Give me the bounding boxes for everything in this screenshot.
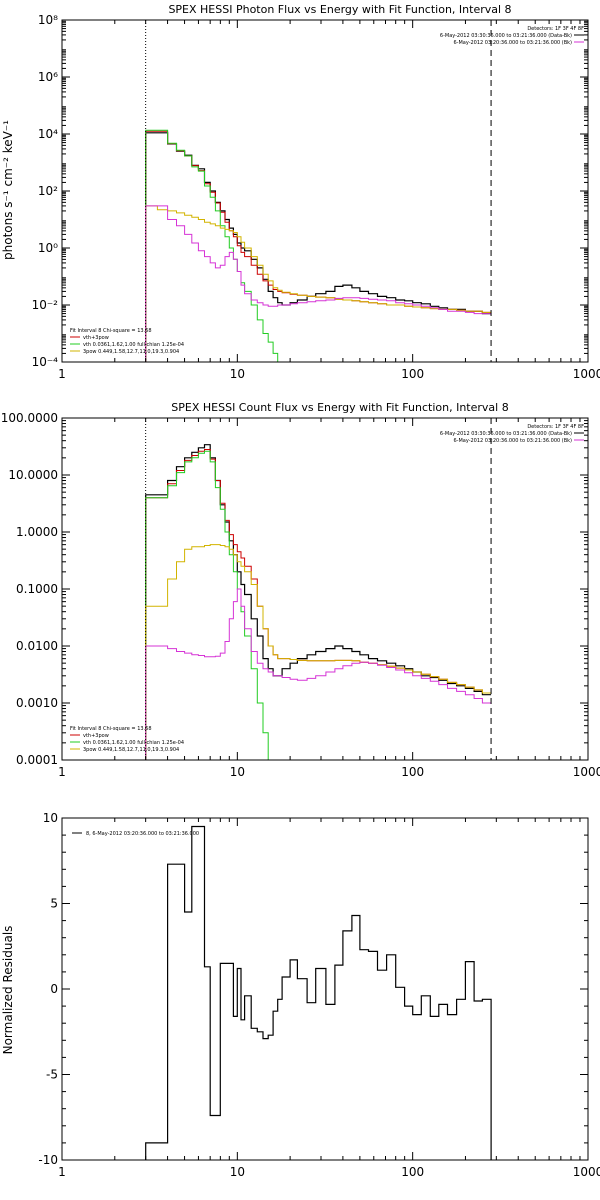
fit-legend-entry-text: vth 0.0361,1.62,1.00 full chian 1.25e-04 <box>83 740 184 746</box>
y-tick-label: 1.0000 <box>16 525 58 539</box>
series-line-3pow <box>145 544 492 760</box>
x-tick-label: 10 <box>230 765 245 779</box>
series-line-vth <box>145 129 283 362</box>
series-group <box>145 444 492 760</box>
residuals-ylabel: Normalized Residuals <box>1 926 15 1055</box>
legend-entry-text: 6-May-2012 03:30:36.000 to 03:21:36.000 … <box>440 33 572 39</box>
series-line-vth-3pow <box>145 130 492 362</box>
fit-legend-header: Fit Interval 8 Chi-square = 13.68 <box>70 328 152 334</box>
plot-frame <box>61 19 589 363</box>
y-tick-label: -5 <box>46 1068 58 1082</box>
series-line-residuals <box>145 825 492 1160</box>
x-tick-label: 100 <box>401 367 424 381</box>
y-tick-label: 10.0000 <box>8 468 58 482</box>
x-tick-label: 100 <box>401 765 424 779</box>
plot-frame <box>61 817 589 1161</box>
y-tick-label: 10⁸ <box>38 13 58 27</box>
y-tick-label: 100.0000 <box>1 411 58 425</box>
series-line-bk <box>145 205 492 362</box>
series-line-bk <box>145 588 492 760</box>
x-tick-label: 1 <box>58 367 66 381</box>
fit-legend-entry-text: 3pow 0.449,1.58,12.7,11.0,19.3,0.904 <box>83 349 179 355</box>
x-tick-label: 10 <box>230 1165 245 1179</box>
photon-flux-title: SPEX HESSI Photon Flux vs Energy with Fi… <box>168 3 511 16</box>
fit-legend-entry-text: 3pow 0.449,1.58,12.7,11.0,19.3,0.904 <box>83 747 179 753</box>
y-tick-label: 0.1000 <box>16 582 58 596</box>
legend-header: Detectors: 1F 3F 4F 8F <box>527 26 584 32</box>
series-group <box>145 129 492 362</box>
photon-flux-panel: SPEX HESSI Photon Flux vs Energy with Fi… <box>1 3 600 381</box>
legend-entry-text: 6-May-2012 03:20:36.000 to 03:21:36.000 … <box>453 438 572 444</box>
x-tick-label: 1 <box>58 1165 66 1179</box>
legend-entry-text: 6-May-2012 03:20:36.000 to 03:21:36.000 … <box>453 40 572 46</box>
x-tick-label: 10 <box>230 367 245 381</box>
y-tick-label: 10 <box>43 811 58 825</box>
plot-frame <box>61 417 589 761</box>
y-tick-label: 0.0001 <box>16 753 58 767</box>
y-tick-label: 0 <box>50 982 58 996</box>
x-tick-label: 1000 <box>573 367 600 381</box>
fit-legend-header: Fit Interval 8 Chi-square = 13.68 <box>70 726 152 732</box>
y-tick-label: 10⁻² <box>32 298 59 312</box>
fit-legend-entry-text: vth+3pow <box>83 335 109 341</box>
y-tick-label: 0.0100 <box>16 639 58 653</box>
residuals-panel: Normalized Residuals 1 10 100 1000 -10 -5 0 5 10… <box>1 811 600 1179</box>
y-tick-label: 5 <box>50 897 58 911</box>
y-tick-label: 10² <box>38 184 58 198</box>
count-flux-panel: SPEX HESSI Count Flux vs Energy with Fit… <box>1 401 600 779</box>
series-line-data-bk <box>145 444 492 760</box>
y-tick-label: -10 <box>38 1153 58 1167</box>
legend-header: Detectors: 1F 3F 4F 8F <box>527 424 584 430</box>
fit-legend-entry-text: vth+3pow <box>83 733 109 739</box>
photon-flux-ylabel: photons s⁻¹ cm⁻² keV⁻¹ <box>1 120 15 260</box>
legend-entry-text: 6-May-2012 03:30:36.000 to 03:21:36.000 … <box>440 431 572 437</box>
x-tick-label: 1000 <box>573 1165 600 1179</box>
y-tick-label: 10⁶ <box>38 70 58 84</box>
series-line-3pow <box>145 205 492 362</box>
count-flux-title: SPEX HESSI Count Flux vs Energy with Fit… <box>171 401 508 414</box>
y-tick-label: 0.0010 <box>16 696 58 710</box>
y-tick-label: 10⁰ <box>38 241 58 255</box>
y-tick-label: 10⁴ <box>38 127 58 141</box>
residual-legend-text: 8, 6-May-2012 03:20:36.000 to 03:21:36.0… <box>86 831 199 837</box>
x-tick-label: 1 <box>58 765 66 779</box>
x-tick-label: 100 <box>401 1165 424 1179</box>
series-line-vth-3pow <box>145 449 492 760</box>
series-group <box>145 825 492 1160</box>
fit-legend-entry-text: vth 0.0361,1.62,1.00 full chian 1.25e-04 <box>83 342 184 348</box>
y-tick-label: 10⁻⁴ <box>32 355 59 369</box>
series-line-vth <box>145 450 274 760</box>
x-tick-label: 1000 <box>573 765 600 779</box>
